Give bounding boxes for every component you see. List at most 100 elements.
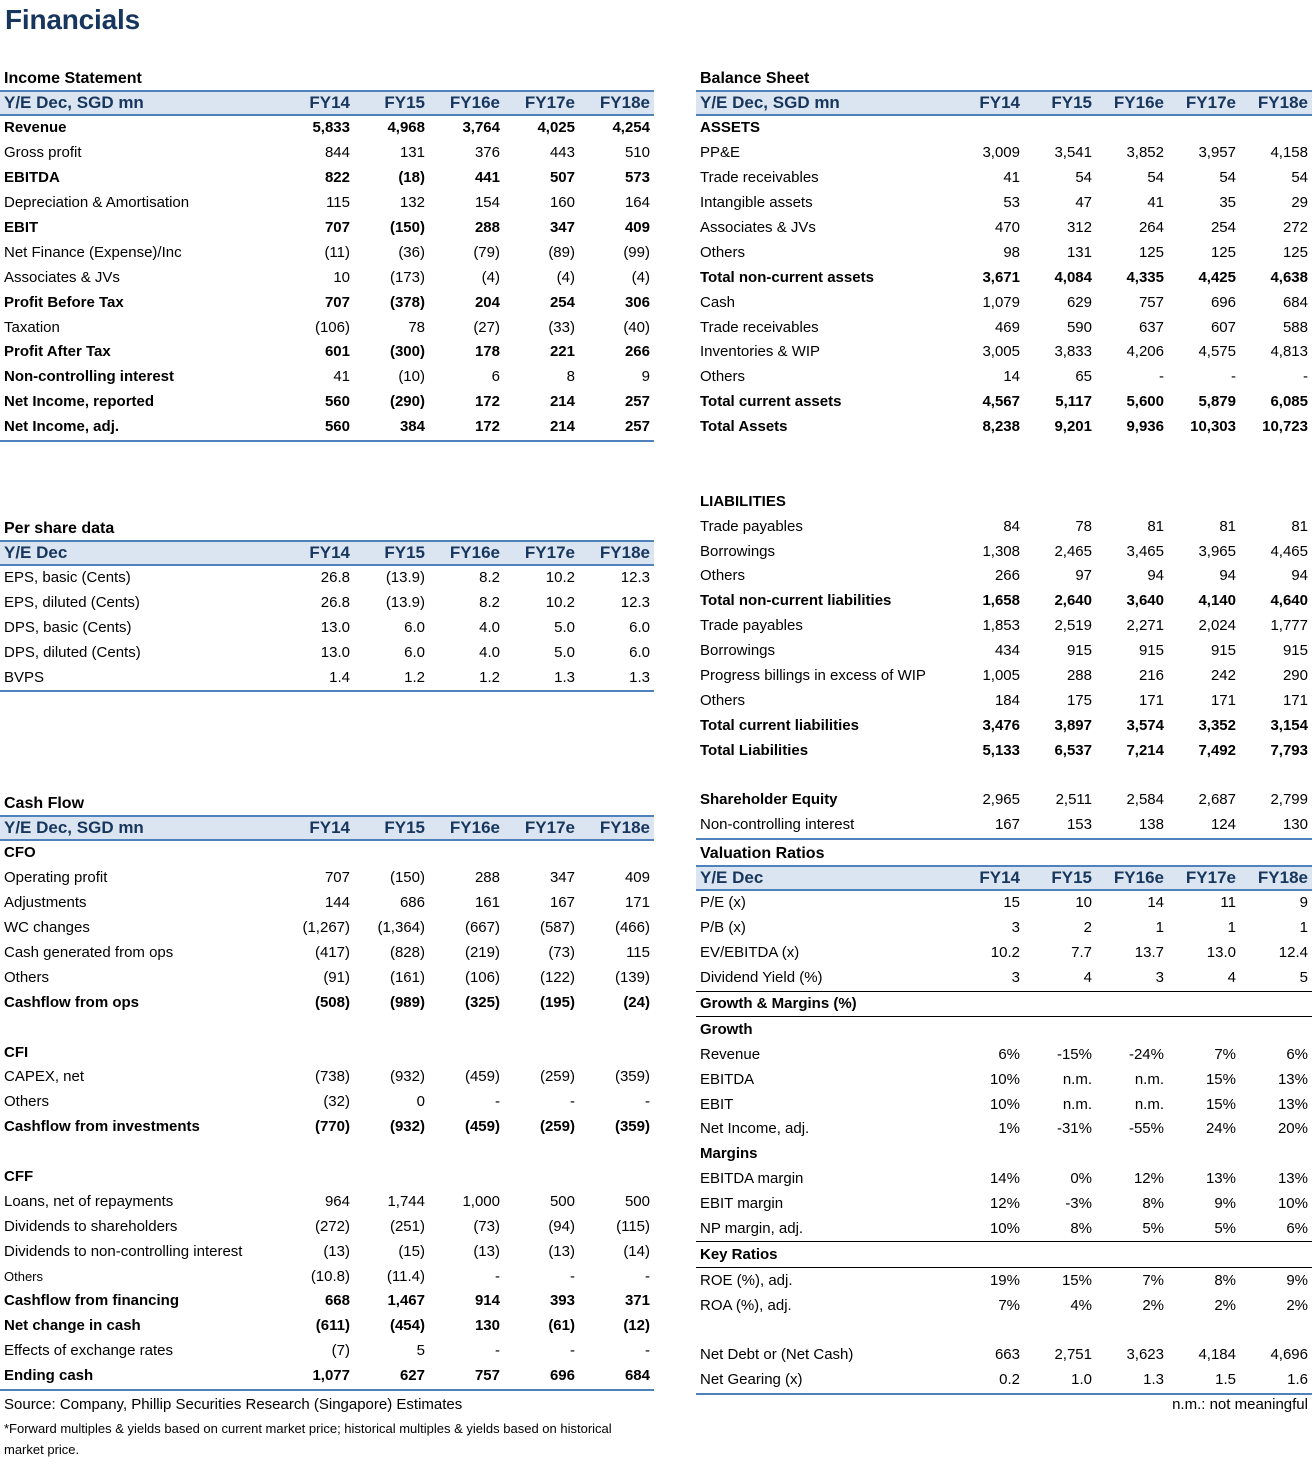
table-row: Net Gearing (x) 0.2 1.0 1.3 1.5 1.6 — [696, 1367, 1312, 1395]
row-value: 470 — [994, 219, 1020, 236]
row-value — [1096, 440, 1168, 465]
row-label: CFF — [4, 1168, 34, 1186]
row-value: (13) — [323, 1242, 350, 1260]
table-row: EBIT 707 (150) 288 347 409 — [0, 216, 654, 241]
row-value — [280, 1140, 354, 1165]
row-value: 3,640 — [1126, 592, 1164, 610]
row-value: 6.0 — [629, 644, 650, 662]
row-value — [952, 1017, 1024, 1042]
table-row: Others 184 175 171 171 171 — [696, 688, 1312, 713]
row-value: 115 — [626, 944, 650, 961]
row-value: 26.8 — [320, 569, 350, 587]
row-value: -3% — [1065, 1195, 1092, 1213]
row-value: (325) — [464, 993, 500, 1011]
row-value: n.m. — [1134, 1095, 1164, 1113]
row-value: 510 — [624, 144, 650, 162]
header-year: FY17e — [504, 540, 579, 566]
row-value: 1.4 — [280, 665, 354, 693]
row-value: 78 — [1075, 517, 1092, 535]
row-value — [1168, 115, 1240, 141]
row-value: - — [495, 1342, 500, 1360]
row-value: 257 — [579, 414, 654, 442]
row-label: Total non-current liabilities — [700, 592, 892, 610]
row-label: Total Assets — [700, 418, 788, 436]
table-row: Revenue 5,833 4,968 3,764 4,025 4,254 — [0, 115, 654, 141]
row-value: 376 — [474, 144, 500, 162]
row-value: 172 — [429, 414, 504, 442]
row-value: 65 — [1075, 368, 1092, 386]
row-value — [1240, 763, 1312, 788]
row-value: 20% — [1277, 1120, 1308, 1138]
row-label: Total current assets — [700, 393, 842, 411]
table-row: LIABILITIES — [696, 489, 1312, 514]
row-label: Others — [4, 1093, 50, 1111]
row-value: 441 — [474, 169, 500, 187]
row-value: 6.0 — [404, 644, 425, 662]
table-row: Cash generated from ops (417) (828) (219) (7… — [0, 941, 654, 966]
table-row: Total Liabilities 5,133 6,537 7,214 7,492 7,7… — [696, 738, 1312, 763]
row-value: (290) — [389, 393, 425, 411]
header-year: FY17e — [1168, 865, 1240, 891]
row-value: 4,968 — [387, 119, 425, 137]
row-label: Others — [700, 691, 746, 709]
row-value: 7.7 — [1071, 944, 1092, 962]
table-row: Cashflow from financing 668 1,467 914 393 371 — [0, 1289, 654, 1314]
row-value: 2% — [1286, 1296, 1308, 1314]
row-label: CFO — [4, 844, 36, 862]
row-value: 257 — [624, 393, 650, 411]
row-value: 1,077 — [280, 1363, 354, 1391]
row-value: (459) — [464, 1118, 500, 1136]
row-label: Trade payables — [700, 517, 803, 535]
table-row: Non-controlling interest 167 153 138 124 130 — [696, 812, 1312, 840]
row-value — [579, 840, 654, 866]
table-row: Borrowings 434 915 915 915 915 — [696, 639, 1312, 664]
row-label: Operating profit — [4, 869, 108, 887]
row-label: EPS, basic (Cents) — [4, 569, 131, 587]
row-value: 2,465 — [1054, 542, 1092, 560]
row-value: 94 — [1291, 567, 1308, 585]
row-value — [1096, 464, 1168, 489]
row-value — [1024, 991, 1096, 1018]
row-value: - — [495, 1267, 500, 1285]
row-value: 1.2 — [429, 665, 504, 693]
row-value: 131 — [399, 144, 425, 162]
header-label: Y/E Dec, SGD mn — [0, 90, 280, 116]
table-row: CAPEX, net (738) (932) (459) (259) (359) — [0, 1065, 654, 1090]
row-value: 15% — [1205, 1070, 1236, 1088]
row-value: (10.8) — [310, 1267, 350, 1285]
row-value: 288 — [474, 219, 500, 236]
row-value: (466) — [614, 919, 650, 937]
row-label — [696, 464, 952, 489]
row-value: 306 — [624, 293, 650, 311]
row-value: 12.4 — [1278, 944, 1308, 962]
table-row: EPS, diluted (Cents) 26.8 (13.9) 8.2 10.2 12.… — [0, 591, 654, 616]
table-row: Total current assets 4,567 5,117 5,600 5,879… — [696, 390, 1312, 415]
row-value: 1,777 — [1270, 617, 1308, 635]
row-value: (454) — [389, 1317, 425, 1335]
row-label: Inventories & WIP — [700, 343, 821, 361]
valuation-ratios-table: Y/E Dec FY14 FY15 FY16e FY17e FY18e P/E (x) 15 1… — [696, 865, 1312, 1395]
row-value: 15% — [1205, 1095, 1236, 1113]
row-value: 9,201 — [1054, 418, 1092, 436]
row-value — [952, 763, 1024, 788]
row-value: 4,206 — [1126, 343, 1164, 361]
row-value: -24% — [1128, 1045, 1164, 1063]
row-value: n.m. — [1062, 1070, 1092, 1088]
row-value — [280, 1015, 354, 1040]
row-value: - — [570, 1093, 575, 1111]
row-value — [1096, 1017, 1168, 1042]
row-value: 115 — [326, 194, 350, 212]
row-value: 5% — [1096, 1216, 1168, 1243]
nm-note: n.m.: not meaningful — [1172, 1396, 1308, 1413]
row-label: Others — [4, 968, 50, 986]
row-value: 3,476 — [982, 716, 1020, 734]
row-value: 13.0 — [320, 619, 350, 637]
row-value: 13.0 — [320, 644, 350, 662]
row-value: 3,154 — [1270, 716, 1308, 734]
row-value: - — [1303, 368, 1308, 386]
row-value: 1 — [1155, 919, 1164, 937]
row-value: 590 — [1066, 318, 1092, 336]
row-label: Net Income, reported — [4, 393, 155, 411]
table-row: Dividends to shareholders (272) (251) (73) (… — [0, 1214, 654, 1239]
row-value: 1 — [1227, 919, 1236, 937]
